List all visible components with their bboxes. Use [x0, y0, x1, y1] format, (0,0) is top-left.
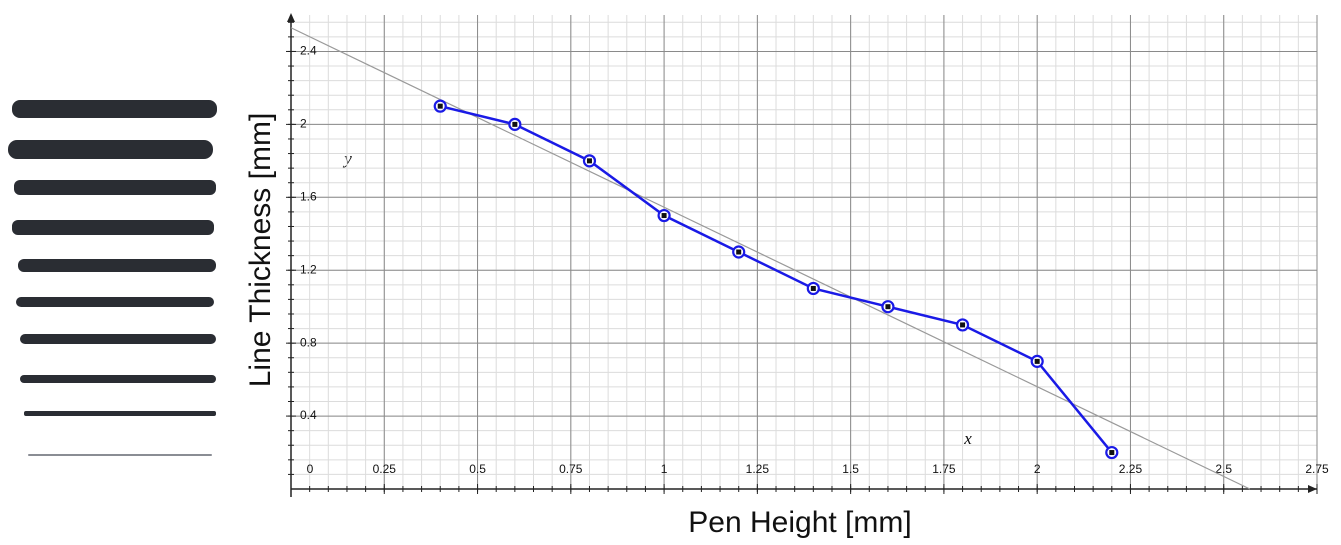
y-tick-label: 2 — [300, 117, 307, 131]
data-point-center — [586, 158, 592, 164]
stroke-sample — [14, 180, 216, 195]
x-tick-label: 1.75 — [932, 462, 956, 476]
x-tick-label: 1.25 — [746, 462, 770, 476]
x-tick-label: 2 — [1034, 462, 1041, 476]
data-point-center — [736, 249, 742, 255]
data-line — [439, 104, 1113, 454]
stroke-sample — [18, 259, 216, 272]
y-tick-label: 0.8 — [300, 335, 317, 349]
stroke-sample — [24, 411, 216, 416]
stroke-sample — [8, 140, 213, 159]
x-tick-label: 2.25 — [1119, 462, 1143, 476]
data-point-center — [960, 322, 966, 328]
stroke-sample — [20, 375, 216, 383]
x-tick-label: 1.5 — [842, 462, 859, 476]
x-axis-title: Pen Height [mm] — [688, 506, 911, 539]
x-tick-label: 2.5 — [1215, 462, 1232, 476]
y-axis-arrow — [287, 13, 295, 22]
stroke-sample — [16, 297, 214, 307]
stroke-sample — [12, 100, 217, 118]
annotation: x — [963, 429, 972, 448]
data-point-center — [1109, 450, 1115, 456]
y-axis-title: Line Thickness [mm] — [244, 113, 277, 388]
data-point-center — [810, 285, 816, 291]
x-tick-label: 0.75 — [559, 462, 583, 476]
data-point-center — [1034, 358, 1040, 364]
x-tick-label: 2.75 — [1305, 462, 1329, 476]
stroke-sample — [12, 220, 214, 235]
brush-strokes — [8, 100, 217, 456]
data-point-center — [512, 121, 518, 127]
x-tick-label: 0 — [307, 462, 314, 476]
stroke-sample — [20, 334, 216, 344]
y-tick-label: 1.6 — [300, 189, 317, 203]
data-point-center — [661, 213, 667, 219]
y-tick-label: 2.4 — [300, 44, 317, 58]
y-tick-label: 1.2 — [300, 262, 317, 276]
x-axis-arrow — [1308, 485, 1317, 493]
y-tick-label: 0.4 — [300, 408, 317, 422]
trend-line — [290, 27, 1251, 490]
stroke-sample — [28, 454, 212, 456]
data-point-center — [885, 304, 891, 310]
x-tick-label: 0.25 — [373, 462, 397, 476]
x-tick-label: 0.5 — [469, 462, 486, 476]
plot: 0 0.25 0.5 0.75 1 1.25 1.5 1.75 2 2.25 2.5 2.75 0.4 0… — [286, 13, 1329, 497]
data-point-center — [437, 103, 443, 109]
x-tick-label: 1 — [661, 462, 668, 476]
